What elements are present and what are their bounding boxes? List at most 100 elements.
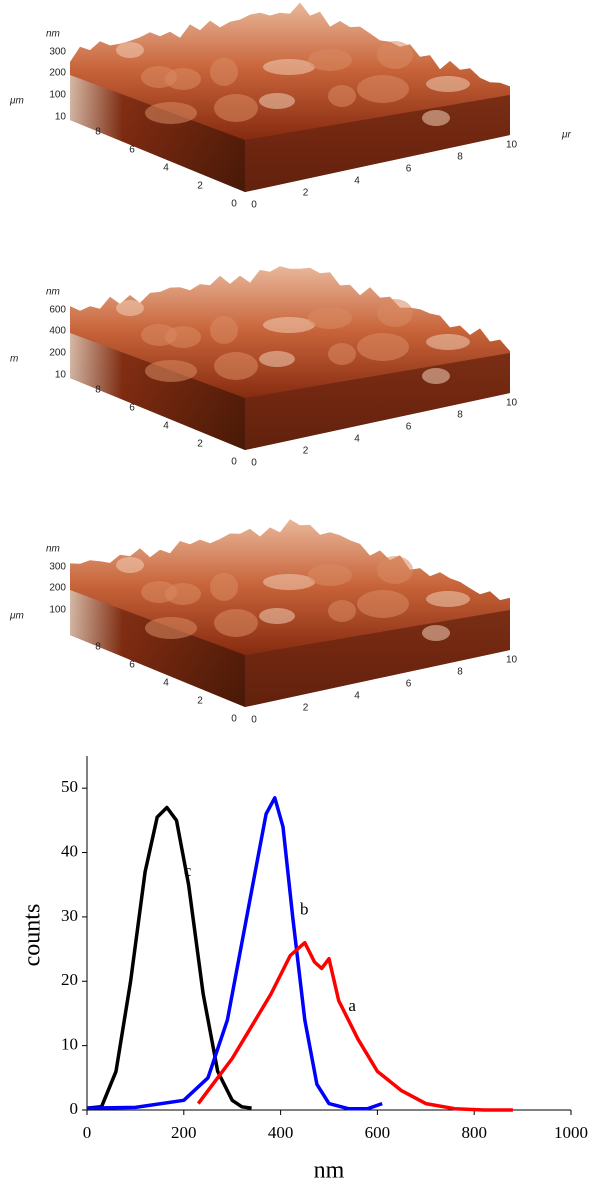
x-tick-label: 0 [251,715,257,726]
afm-bump [308,307,352,329]
afm-bump [357,75,409,103]
y-tick-label: 6 [129,145,135,156]
x-tick-label: 8 [457,410,463,421]
afm-bump [263,59,315,75]
x-tick-label: 0 [251,200,257,211]
x-tick-label: 800 [461,1123,487,1142]
y-tick-label: 8 [95,385,101,396]
afm-bump [259,351,295,367]
x-axis-label: nm [314,1158,345,1184]
y-tick-label: 4 [163,421,169,432]
afm-bump [145,102,197,124]
y-tick-label: 30 [61,906,78,925]
afm-bump [116,300,144,316]
series-label: b [300,899,309,918]
y-tick-label: 8 [95,127,101,138]
afm-bump [259,93,295,109]
afm-bump [145,360,197,382]
x-tick-label: 0 [83,1123,92,1142]
z-tick-label: 100 [49,90,66,101]
z-tick-label: 200 [49,583,66,594]
z-tick-label: 200 [49,348,66,359]
z-tick-label: 400 [49,326,66,337]
y-tick-label: 2 [197,439,203,450]
x-tick-label: 4 [354,691,360,702]
afm-bump [141,66,177,88]
y-tick-label: 0 [231,457,237,468]
page: {"afm_panels": [ {"z_unit": "nm", "z_tic… [0,0,594,1186]
y-tick-label: 10 [61,1035,78,1054]
afm-bump [141,581,177,603]
afm-bump [357,333,409,361]
x-tick-label: 6 [406,422,412,433]
y-tick-label: 6 [129,403,135,414]
afm-bump [377,41,413,69]
afm-bump [263,317,315,333]
series-label: a [348,996,356,1015]
afm-bump [214,94,258,122]
z-unit: nm [46,29,60,40]
z-tick-label: 100 [49,605,66,616]
afm-bump [308,564,352,586]
afm-bump [210,58,238,86]
afm-bump [422,110,450,126]
afm-bump [259,608,295,624]
afm-bump [210,316,238,344]
afm-bump [263,574,315,590]
afm-bump [214,609,258,637]
series-label: c [184,861,192,880]
x-tick-label: 2 [303,703,309,714]
afm-bump [308,49,352,71]
z-tick-label: 300 [49,562,66,573]
afm-bump [328,600,356,622]
x-tick-label: 600 [365,1123,391,1142]
y-tick-label: 0 [70,1099,79,1118]
y-tick-label: 6 [129,660,135,671]
afm-bump [214,352,258,380]
y-axis-label: counts [20,904,46,967]
afm-bump [426,76,470,92]
afm-bump [377,299,413,327]
x-tick-label: 6 [406,679,412,690]
y-tick-label: 0 [231,714,237,725]
afm-bump [141,324,177,346]
x-tick-label: 200 [171,1123,197,1142]
afm-bump [210,573,238,601]
x-tick-label: 400 [268,1123,294,1142]
x-tick-label: 10 [506,140,518,151]
figure: nm30020010010μm864200246810μrnm600400200… [0,0,594,1186]
y-tick-label: 4 [163,163,169,174]
y-unit: μm [9,611,24,622]
afm-bump [426,591,470,607]
x-tick-label: 1000 [554,1123,588,1142]
x-tick-label: 2 [303,188,309,199]
y-unit: μm [9,96,24,107]
afm-bump [377,556,413,584]
x-tick-label: 2 [303,446,309,457]
y-tick-label: 2 [197,181,203,192]
y-tick-label: 8 [95,642,101,653]
z-tick-label: 200 [49,68,66,79]
afm-bump [145,617,197,639]
z-tick-label: 10 [55,370,67,381]
afm-bump [357,590,409,618]
x-tick-label: 4 [354,176,360,187]
x-tick-label: 8 [457,667,463,678]
y-tick-label: 20 [61,970,78,989]
y-tick-label: 0 [231,199,237,210]
y-tick-label: 4 [163,678,169,689]
z-tick-label: 300 [49,47,66,58]
afm-bump [328,85,356,107]
x-tick-label: 8 [457,152,463,163]
x-tick-label: 6 [406,164,412,175]
afm-bump [116,557,144,573]
z-unit: nm [46,544,60,555]
series-line [87,798,382,1109]
x-tick-label: 4 [354,434,360,445]
afm-bump [422,625,450,641]
series-line [198,943,513,1110]
